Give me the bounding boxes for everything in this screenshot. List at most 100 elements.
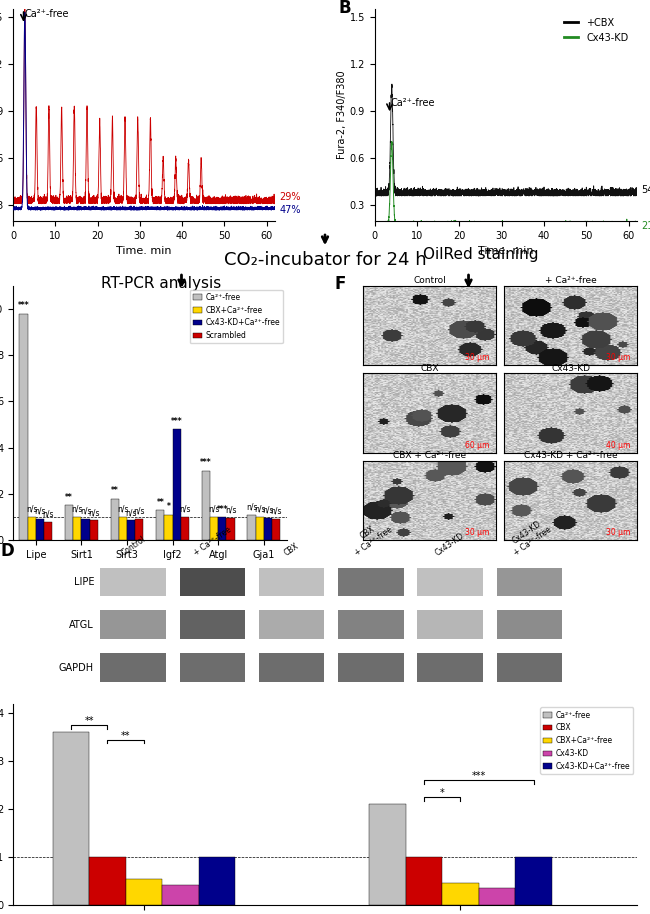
Text: n/s: n/s (117, 505, 129, 514)
Text: Ca²⁺-free: Ca²⁺-free (391, 99, 436, 108)
Bar (259, 611, 324, 639)
Text: 29%: 29% (280, 193, 301, 202)
Text: Cx43-KD
+ Ca²⁺-free: Cx43-KD + Ca²⁺-free (506, 516, 553, 558)
Text: CBX
+ Ca²⁺-free: CBX + Ca²⁺-free (347, 516, 395, 558)
Bar (100, 654, 166, 682)
Title: CBX: CBX (421, 364, 439, 373)
Text: n/s: n/s (262, 505, 274, 515)
Bar (417, 568, 483, 596)
Text: 30 μm: 30 μm (606, 528, 630, 537)
Text: n/s: n/s (80, 507, 91, 515)
Bar (125, 878, 162, 905)
Bar (111, 498, 119, 540)
Bar (497, 568, 562, 596)
Text: 47%: 47% (280, 205, 301, 215)
Bar (53, 732, 89, 905)
Text: n/s: n/s (88, 508, 99, 517)
Bar (338, 568, 404, 596)
Text: ***: *** (200, 458, 212, 467)
Text: B: B (338, 0, 351, 16)
Bar (119, 517, 127, 540)
Text: D: D (1, 542, 14, 559)
Legend: Ca²⁺-free, CBX, CBX+Ca²⁺-free, Cx43-KD, Cx43-KD+Ca²⁺-free: Ca²⁺-free, CBX, CBX+Ca²⁺-free, Cx43-KD, … (540, 707, 633, 774)
Text: n/s: n/s (125, 508, 137, 517)
Text: 30 μm: 30 μm (465, 528, 489, 537)
Bar (210, 517, 218, 540)
Text: n/s: n/s (34, 507, 46, 515)
Bar (515, 857, 552, 905)
Text: ATGL: ATGL (70, 620, 94, 630)
Text: ***: *** (18, 302, 29, 310)
Text: CBX: CBX (283, 541, 300, 558)
Text: F: F (334, 275, 345, 292)
Text: **: ** (84, 717, 94, 727)
Title: Cx43-KD + Ca²⁺-free: Cx43-KD + Ca²⁺-free (524, 451, 617, 460)
Bar (179, 611, 245, 639)
Bar (135, 519, 144, 540)
Text: n/s: n/s (225, 505, 237, 515)
Bar (264, 518, 272, 540)
Bar (248, 515, 255, 540)
Title: + Ca²⁺-free: + Ca²⁺-free (545, 276, 597, 285)
Text: GAPDH: GAPDH (59, 663, 94, 673)
Bar (255, 517, 264, 540)
Bar (218, 517, 226, 540)
Bar (100, 568, 166, 596)
Bar (181, 517, 189, 540)
Bar (81, 519, 90, 540)
Text: Control: Control (119, 534, 147, 558)
Text: n/s: n/s (254, 505, 265, 514)
Text: 54%: 54% (642, 185, 650, 195)
X-axis label: Time. min: Time. min (116, 246, 172, 256)
Text: 30 μm: 30 μm (606, 353, 630, 362)
Bar (127, 520, 135, 540)
Bar (164, 515, 173, 540)
Text: **: ** (121, 730, 131, 740)
Text: n/s: n/s (72, 505, 83, 514)
Bar (478, 888, 515, 905)
Bar (65, 505, 73, 540)
Bar (162, 885, 199, 905)
Text: **: ** (111, 486, 118, 495)
Bar (179, 654, 245, 682)
Text: 60 μm: 60 μm (465, 441, 489, 450)
Bar (417, 654, 483, 682)
Text: 21%: 21% (642, 220, 650, 230)
Text: **: ** (157, 497, 164, 506)
Bar (338, 654, 404, 682)
Legend: +CBX, Cx43-KD: +CBX, Cx43-KD (560, 14, 632, 47)
Text: **: ** (65, 493, 73, 502)
Text: + Ca²⁺-free: + Ca²⁺-free (192, 525, 233, 558)
Text: n/s: n/s (246, 503, 257, 511)
Text: n/s: n/s (134, 507, 145, 515)
Bar (338, 611, 404, 639)
Bar (272, 519, 280, 540)
Bar (417, 611, 483, 639)
Bar (199, 857, 235, 905)
Bar (20, 314, 27, 540)
Text: n/s: n/s (209, 505, 220, 514)
Bar (202, 471, 210, 540)
Title: Cx43-KD: Cx43-KD (551, 364, 590, 373)
Title: Control: Control (413, 276, 446, 285)
Bar (406, 857, 442, 905)
Text: n/s: n/s (26, 505, 38, 514)
Text: ***: *** (472, 771, 486, 781)
Bar (90, 520, 98, 540)
Bar (179, 568, 245, 596)
Text: 40 μm: 40 μm (606, 441, 630, 450)
Bar (27, 517, 36, 540)
Text: *: * (440, 788, 445, 798)
Bar (442, 883, 478, 905)
Text: LIPE: LIPE (73, 577, 94, 587)
Bar (173, 430, 181, 540)
Title: CBX + Ca²⁺-free: CBX + Ca²⁺-free (393, 451, 466, 460)
Text: ***: *** (216, 505, 228, 514)
Text: CO₂-incubator for 24 h: CO₂-incubator for 24 h (224, 251, 426, 270)
Text: *: * (166, 503, 170, 511)
Legend: Ca²⁺-free, CBX+Ca²⁺-free, Cx43-KD+Ca²⁺-free, Scrambled: Ca²⁺-free, CBX+Ca²⁺-free, Cx43-KD+Ca²⁺-f… (190, 290, 283, 344)
Bar (497, 654, 562, 682)
Bar (497, 611, 562, 639)
Bar (369, 804, 406, 905)
Text: OilRed staining: OilRed staining (423, 247, 539, 262)
